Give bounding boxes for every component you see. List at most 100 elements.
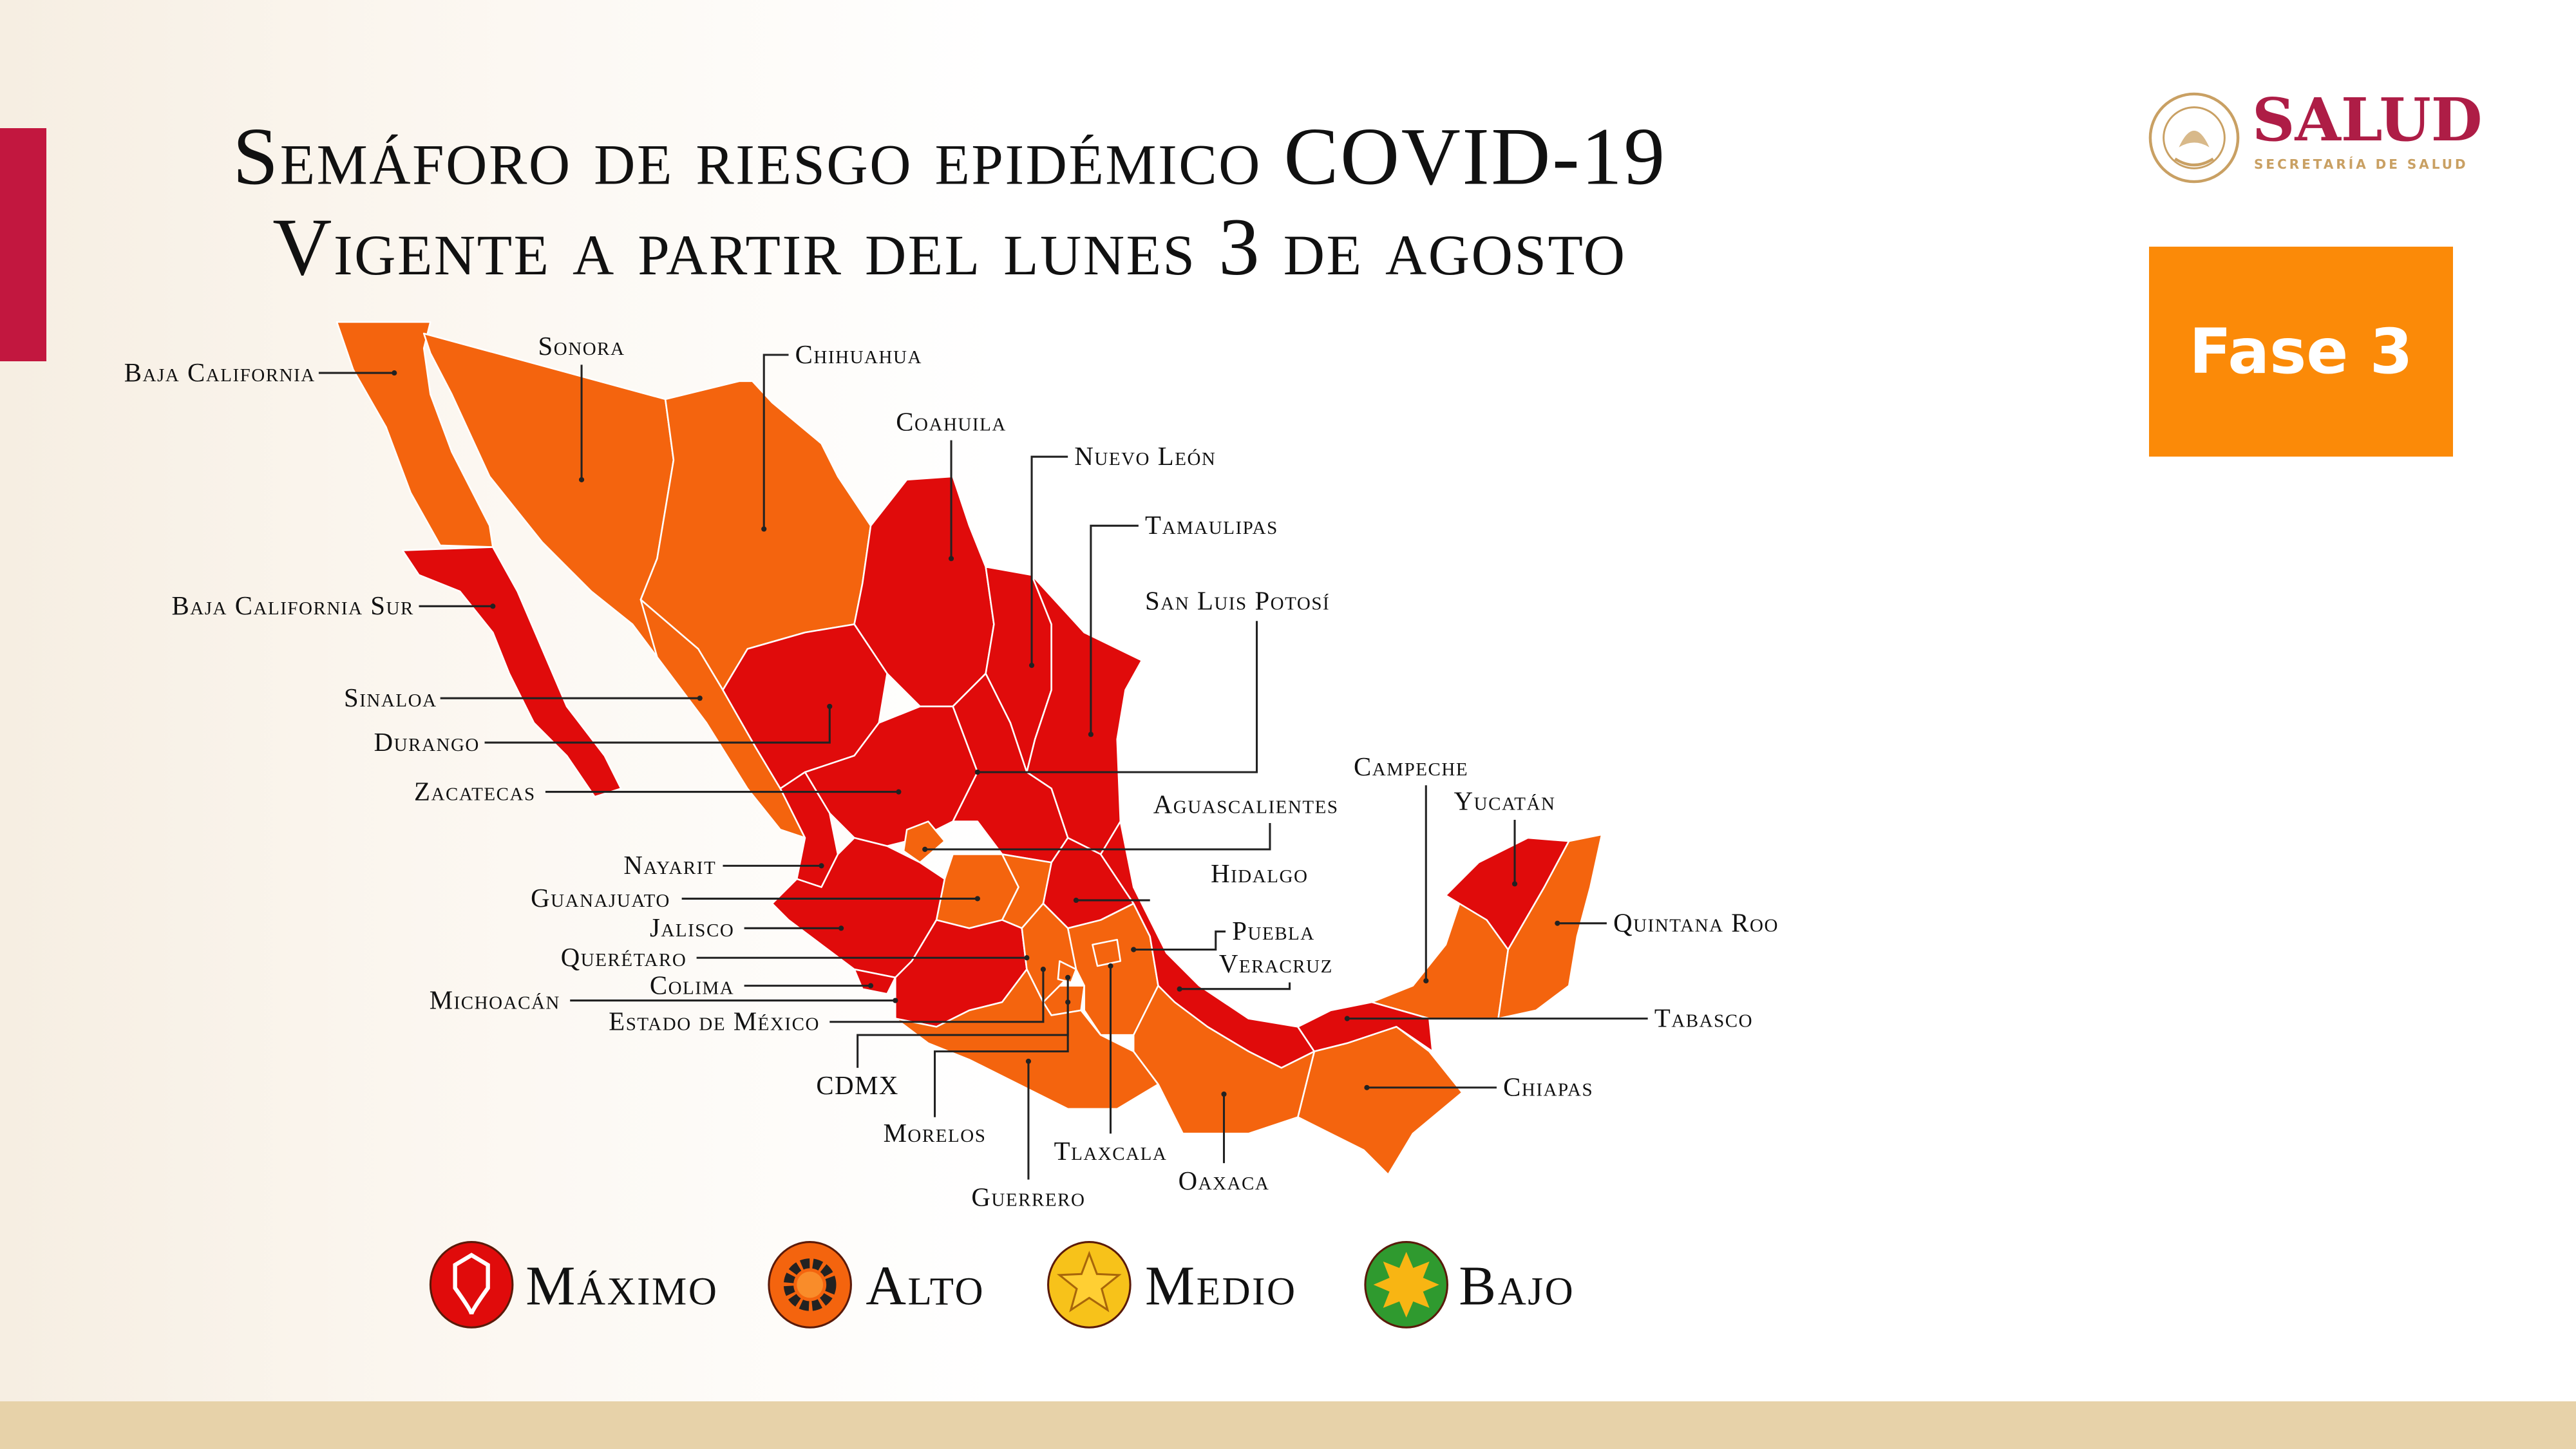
label-baja-california: Baja California [124,358,316,387]
leader-dot [1344,1016,1350,1021]
leader-line-estado-de-mexico [829,969,1045,1023]
leader-dot [838,925,844,931]
legend-item-maximo: Máximo [429,1241,718,1329]
leader-dot [1024,955,1030,961]
leader-dot [1040,967,1046,972]
legend-item-bajo: Bajo [1364,1241,1575,1329]
leader-dot [1065,974,1071,980]
label-tamaulipas: Tamaulipas [1145,511,1278,540]
state-baja-california-sur [401,546,622,798]
leader-dot [1177,986,1182,992]
leader-dot [896,789,902,795]
leader-line-morelos [934,1002,1069,1117]
leader-line-chihuahua [762,354,789,529]
label-durango: Durango [374,728,480,757]
state-tlaxcala [1092,938,1122,967]
label-oaxaca: Oaxaca [1179,1166,1270,1195]
leader-dot [1073,897,1079,904]
gear-icon [768,1241,852,1329]
leader-dot [974,896,980,902]
logo-title: SALUD [2252,85,2483,155]
state-chiapas [1297,1026,1463,1176]
leader-dot [819,863,824,869]
legend: Máximo Alto Medio Bajo [429,1241,1575,1329]
leader-dot [490,603,496,609]
sun-icon [1364,1241,1448,1329]
legend-item-alto: Alto [768,1241,985,1329]
leader-dot [1065,999,1071,1005]
state-labels: Baja California Sonora Chihuahua Coahuila Nu… [124,332,1779,1211]
star-icon [1047,1241,1132,1329]
label-coahuila: Coahuila [896,407,1007,436]
leader-dot [1364,1084,1370,1090]
label-baja-california-sur: Baja California Sur [172,591,414,620]
state-oaxaca [1132,985,1316,1135]
state-cdmx [1057,960,1077,983]
label-yucatan: Yucatán [1454,787,1556,816]
title-line-2: Vigente a partir del lunes 3 de agosto [272,201,1626,292]
label-michoacan: Michoacán [430,985,560,1014]
leader-line-veracruz [1179,982,1291,990]
leader-dot [1028,663,1035,668]
leader-dot [1423,978,1429,984]
leader-dot [1108,963,1113,969]
label-estado-de-mexico: Estado de México [609,1007,820,1036]
shield-icon [429,1241,514,1329]
label-nayarit: Nayarit [623,851,716,880]
coat-of-arms-seal-icon [2148,92,2240,184]
leader-dot [827,703,833,710]
label-chihuahua: Chihuahua [795,340,922,369]
legend-label: Medio [1145,1255,1297,1317]
leader-dot [948,556,954,562]
label-hidalgo: Hidalgo [1211,859,1308,888]
leader-line-tamaulipas [1090,524,1139,735]
leader-dot [1221,1091,1227,1097]
leader-dot [1555,920,1560,926]
accent-bar [0,128,46,361]
label-aguascalientes: Aguascalientes [1153,790,1339,819]
leader-line-nuevo-leon [1030,455,1068,666]
state-baja-california [336,321,494,548]
leader-dot [922,846,928,852]
leader-dot [867,983,874,989]
state-guerrero [895,968,1159,1110]
label-guerrero: Guerrero [971,1182,1085,1211]
label-colima: Colima [650,971,734,999]
leader-line-durango [484,706,831,744]
label-sonora: Sonora [538,332,625,361]
label-guanajuato: Guanajuato [531,884,670,913]
mexico-map [336,321,1603,1176]
legend-label: Máximo [526,1255,718,1317]
title-line-1: Semáforo de riesgo epidémico COVID-19 [232,111,1667,202]
leader-dot [974,769,980,775]
logo-subtitle: SECRETARÍA DE SALUD [2254,156,2468,172]
phase-badge: Fase 3 [2149,247,2453,457]
label-san-luis-potosi: San Luis Potosí [1145,586,1330,615]
label-sinaloa: Sinaloa [344,683,437,712]
legend-label: Alto [866,1255,985,1317]
label-quintana-roo: Quintana Roo [1613,908,1779,937]
phase-label: Fase 3 [2189,316,2413,388]
leader-dot [1131,947,1137,952]
label-jalisco: Jalisco [650,913,734,942]
label-campeche: Campeche [1354,752,1468,781]
leader-dot [761,526,767,532]
legend-label: Bajo [1459,1255,1575,1317]
label-zacatecas: Zacatecas [414,777,536,806]
leader-dot [578,477,585,482]
leader-dot [392,370,397,376]
label-nuevo-leon: Nuevo León [1074,442,1216,471]
label-chiapas: Chiapas [1503,1073,1593,1102]
label-tlaxcala: Tlaxcala [1054,1137,1168,1166]
label-morelos: Morelos [884,1119,987,1148]
state-colima [853,968,896,995]
footer-band [0,1401,2576,1449]
leader-dot [1088,732,1094,737]
label-queretaro: Querétaro [561,943,687,972]
leader-line-san-luis-potosi [977,621,1258,773]
label-puebla: Puebla [1232,916,1315,945]
leader-line-puebla [1133,930,1226,951]
label-tabasco: Tabasco [1654,1003,1753,1032]
label-veracruz: Veracruz [1219,949,1333,978]
